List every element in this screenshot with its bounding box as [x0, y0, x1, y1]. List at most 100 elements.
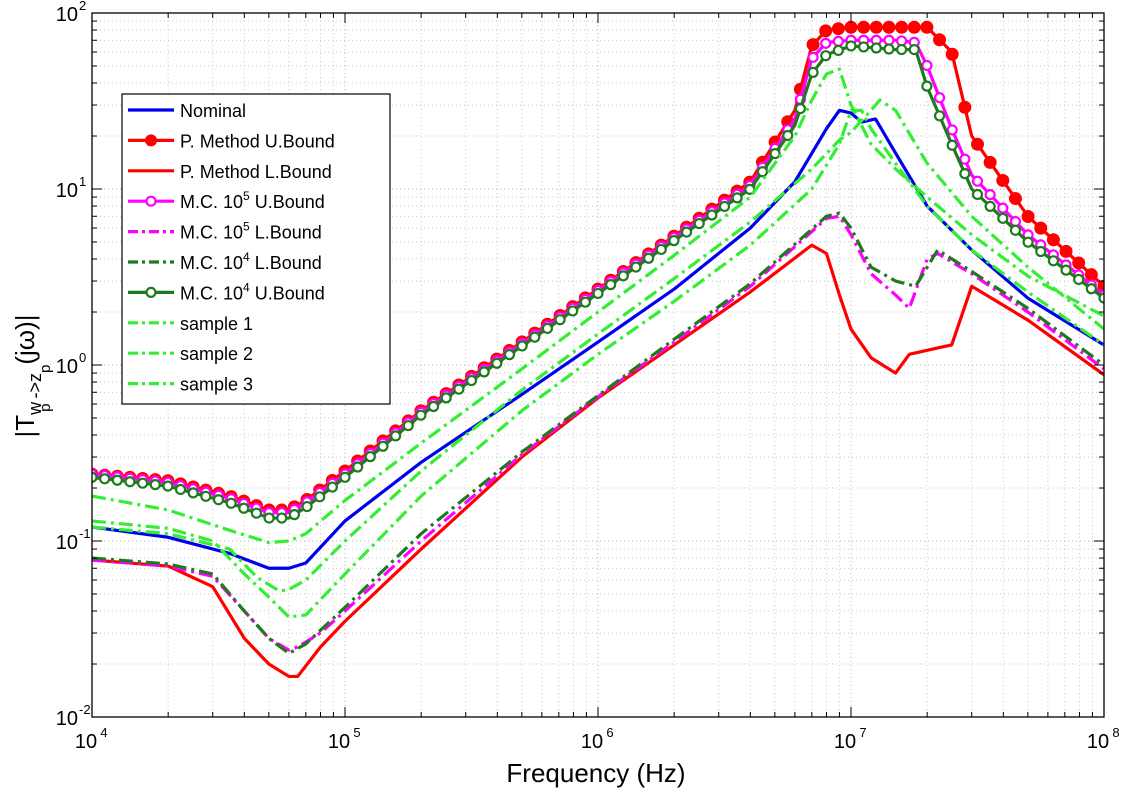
- series-marker: [882, 20, 896, 34]
- series-marker: [162, 480, 174, 492]
- series-marker: [187, 487, 199, 499]
- y-tick-label: 10: [56, 532, 78, 554]
- series-marker: [832, 44, 844, 57]
- series-marker: [933, 110, 946, 122]
- series-line: [92, 211, 1104, 655]
- series-marker: [541, 322, 554, 335]
- series-marker: [402, 419, 414, 432]
- series-marker: [1059, 244, 1073, 258]
- y-label-arrow: ->z: [25, 373, 45, 404]
- series-marker: [314, 491, 326, 503]
- series-marker: [895, 43, 908, 56]
- series-marker: [1008, 192, 1022, 206]
- series-marker: [592, 287, 604, 300]
- series-marker: [756, 166, 769, 178]
- series-marker: [983, 155, 997, 169]
- y-tick-label: 10: [56, 708, 78, 730]
- series-marker: [959, 153, 971, 165]
- series-marker: [706, 209, 718, 221]
- series-marker: [959, 168, 971, 180]
- series-marker: [680, 226, 693, 238]
- series-6: [92, 211, 1104, 655]
- series-marker: [263, 512, 275, 524]
- legend-entry: M.C. 105 U.Bound: [128, 189, 325, 212]
- series-marker: [1097, 279, 1104, 293]
- series-marker: [1060, 264, 1072, 276]
- legend-swatch-marker: [145, 134, 157, 147]
- series-marker: [971, 175, 984, 187]
- series-marker: [491, 357, 503, 369]
- legend-label: sample 2: [180, 344, 253, 364]
- series-marker: [617, 270, 629, 282]
- x-tick-label: 10: [581, 731, 603, 753]
- series-marker: [1047, 255, 1060, 267]
- series-9: [92, 108, 1104, 619]
- series-line: [92, 67, 1104, 545]
- series-marker: [377, 440, 389, 452]
- legend-label: P. Method L.Bound: [180, 162, 332, 182]
- x-tick-exponent: 4: [100, 725, 107, 740]
- series-marker: [668, 235, 680, 247]
- y-label-sub2: p: [37, 365, 54, 373]
- series-marker: [858, 41, 870, 53]
- series-marker: [984, 200, 996, 213]
- series-marker: [908, 43, 920, 56]
- series-marker: [124, 476, 136, 488]
- series-marker: [390, 430, 402, 442]
- legend-entry: M.C. 105 L.Bound: [128, 220, 322, 243]
- series-marker: [1046, 233, 1060, 247]
- series-marker: [857, 20, 871, 34]
- series-marker: [529, 331, 541, 343]
- series-marker: [250, 507, 263, 519]
- series-marker: [958, 100, 972, 114]
- series-marker: [883, 43, 895, 55]
- series-marker: [465, 374, 478, 387]
- series-marker: [895, 20, 909, 34]
- series-marker: [946, 124, 958, 136]
- series-marker: [478, 366, 490, 378]
- y-tick-label: 10: [56, 4, 78, 26]
- series-5: [92, 214, 1104, 652]
- series-marker: [655, 243, 667, 256]
- legend-entry: sample 2: [128, 344, 253, 364]
- legend-label: P. Method U.Bound: [180, 131, 335, 151]
- series-marker: [946, 139, 958, 151]
- series-marker: [326, 481, 338, 493]
- series-marker: [1084, 268, 1098, 282]
- series-marker: [1021, 210, 1035, 224]
- x-tick-exponent: 8: [1112, 725, 1119, 740]
- legend: Nominal P. Method U.Bound P. Method L.Boun…: [121, 93, 391, 405]
- series-marker: [630, 261, 642, 273]
- series-marker: [225, 497, 237, 509]
- legend-box: [121, 93, 391, 405]
- series-marker: [567, 305, 579, 317]
- legend-swatch-marker: [145, 195, 157, 207]
- series-marker: [427, 400, 440, 413]
- series-marker: [453, 383, 465, 395]
- series-marker: [819, 24, 833, 38]
- legend-entry: P. Method L.Bound: [128, 162, 332, 182]
- y-tick-exponent: -2: [79, 702, 91, 717]
- series-marker: [642, 252, 655, 264]
- legend-entry: Nominal: [128, 101, 246, 121]
- y-label-tail: (jω)|: [10, 315, 40, 365]
- series-marker: [693, 217, 705, 230]
- series-marker: [782, 129, 794, 142]
- series-marker: [820, 50, 832, 62]
- series-3: [92, 243, 1104, 679]
- series-marker: [907, 20, 921, 34]
- y-axis-label-text: |Twp ->zp(jω)|: [10, 315, 54, 438]
- series-marker: [288, 509, 300, 521]
- legend-entry: M.C. 104 U.Bound: [128, 280, 325, 303]
- legend-label: sample 3: [180, 375, 253, 395]
- series-marker: [971, 137, 984, 151]
- series-marker: [605, 279, 617, 291]
- series-marker: [92, 471, 98, 483]
- series-marker: [845, 40, 857, 52]
- series-marker: [137, 477, 149, 489]
- series-marker: [174, 483, 187, 496]
- series-line: [92, 108, 1104, 619]
- series-marker: [731, 192, 743, 204]
- legend-entry: M.C. 104 L.Bound: [128, 250, 322, 273]
- series-marker: [921, 80, 933, 92]
